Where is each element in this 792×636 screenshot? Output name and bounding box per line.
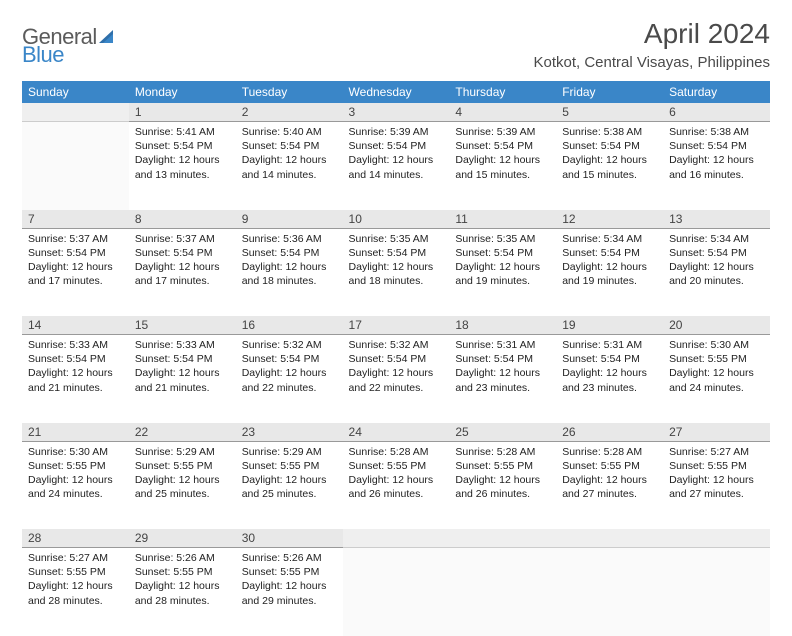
day-number-cell: 19 [556, 316, 663, 335]
day-detail-cell: Sunrise: 5:41 AMSunset: 5:54 PMDaylight:… [129, 122, 236, 210]
header: General April 2024 Kotkot, Central Visay… [22, 18, 770, 71]
day-number-cell [22, 103, 129, 122]
day-number-cell: 16 [236, 316, 343, 335]
day-detail-cell: Sunrise: 5:31 AMSunset: 5:54 PMDaylight:… [449, 335, 556, 423]
day-number-cell: 26 [556, 423, 663, 442]
day-number-cell: 5 [556, 103, 663, 122]
day-detail-row: Sunrise: 5:41 AMSunset: 5:54 PMDaylight:… [22, 122, 770, 210]
day-number-cell: 24 [343, 423, 450, 442]
day-detail-cell: Sunrise: 5:29 AMSunset: 5:55 PMDaylight:… [236, 441, 343, 529]
day-detail-cell: Sunrise: 5:38 AMSunset: 5:54 PMDaylight:… [556, 122, 663, 210]
day-number-cell: 8 [129, 210, 236, 229]
weekday-header: Saturday [663, 81, 770, 103]
day-number-row: 21222324252627 [22, 423, 770, 442]
day-detail-row: Sunrise: 5:33 AMSunset: 5:54 PMDaylight:… [22, 335, 770, 423]
location-subtitle: Kotkot, Central Visayas, Philippines [533, 54, 770, 71]
logo-sail-icon [99, 28, 117, 49]
day-number-cell [343, 529, 450, 548]
day-number-cell: 22 [129, 423, 236, 442]
day-number-cell: 30 [236, 529, 343, 548]
weekday-header: Friday [556, 81, 663, 103]
day-number-cell: 10 [343, 210, 450, 229]
day-number-cell: 25 [449, 423, 556, 442]
day-detail-row: Sunrise: 5:37 AMSunset: 5:54 PMDaylight:… [22, 228, 770, 316]
day-detail-cell [556, 548, 663, 636]
day-number-cell: 7 [22, 210, 129, 229]
day-detail-cell: Sunrise: 5:35 AMSunset: 5:54 PMDaylight:… [449, 228, 556, 316]
weekday-header: Sunday [22, 81, 129, 103]
day-detail-cell: Sunrise: 5:30 AMSunset: 5:55 PMDaylight:… [663, 335, 770, 423]
day-detail-cell: Sunrise: 5:37 AMSunset: 5:54 PMDaylight:… [22, 228, 129, 316]
day-detail-cell: Sunrise: 5:38 AMSunset: 5:54 PMDaylight:… [663, 122, 770, 210]
day-number-cell: 17 [343, 316, 450, 335]
day-number-cell: 3 [343, 103, 450, 122]
day-number-cell: 2 [236, 103, 343, 122]
day-detail-cell: Sunrise: 5:35 AMSunset: 5:54 PMDaylight:… [343, 228, 450, 316]
day-number-cell: 20 [663, 316, 770, 335]
day-number-row: 78910111213 [22, 210, 770, 229]
weekday-header-row: SundayMondayTuesdayWednesdayThursdayFrid… [22, 81, 770, 103]
day-number-cell: 12 [556, 210, 663, 229]
day-detail-cell [663, 548, 770, 636]
day-detail-cell: Sunrise: 5:28 AMSunset: 5:55 PMDaylight:… [449, 441, 556, 529]
day-number-cell: 9 [236, 210, 343, 229]
day-detail-cell [343, 548, 450, 636]
day-number-cell: 23 [236, 423, 343, 442]
day-detail-cell: Sunrise: 5:32 AMSunset: 5:54 PMDaylight:… [343, 335, 450, 423]
day-detail-cell: Sunrise: 5:27 AMSunset: 5:55 PMDaylight:… [22, 548, 129, 636]
day-number-cell: 14 [22, 316, 129, 335]
logo-text-blue-wrap: Blue [22, 42, 64, 68]
day-detail-cell: Sunrise: 5:30 AMSunset: 5:55 PMDaylight:… [22, 441, 129, 529]
day-number-cell: 29 [129, 529, 236, 548]
day-detail-cell: Sunrise: 5:40 AMSunset: 5:54 PMDaylight:… [236, 122, 343, 210]
day-detail-row: Sunrise: 5:30 AMSunset: 5:55 PMDaylight:… [22, 441, 770, 529]
day-number-row: 14151617181920 [22, 316, 770, 335]
day-detail-cell: Sunrise: 5:39 AMSunset: 5:54 PMDaylight:… [449, 122, 556, 210]
day-detail-cell: Sunrise: 5:31 AMSunset: 5:54 PMDaylight:… [556, 335, 663, 423]
day-number-cell [556, 529, 663, 548]
day-number-cell: 11 [449, 210, 556, 229]
day-number-cell [449, 529, 556, 548]
day-number-cell [663, 529, 770, 548]
day-detail-cell: Sunrise: 5:37 AMSunset: 5:54 PMDaylight:… [129, 228, 236, 316]
day-detail-cell: Sunrise: 5:26 AMSunset: 5:55 PMDaylight:… [236, 548, 343, 636]
day-detail-cell [22, 122, 129, 210]
day-detail-cell: Sunrise: 5:36 AMSunset: 5:54 PMDaylight:… [236, 228, 343, 316]
day-number-cell: 1 [129, 103, 236, 122]
day-detail-cell: Sunrise: 5:32 AMSunset: 5:54 PMDaylight:… [236, 335, 343, 423]
title-block: April 2024 Kotkot, Central Visayas, Phil… [533, 18, 770, 71]
day-detail-cell: Sunrise: 5:34 AMSunset: 5:54 PMDaylight:… [556, 228, 663, 316]
day-detail-row: Sunrise: 5:27 AMSunset: 5:55 PMDaylight:… [22, 548, 770, 636]
day-number-row: 123456 [22, 103, 770, 122]
day-number-cell: 28 [22, 529, 129, 548]
day-number-cell: 4 [449, 103, 556, 122]
weekday-header: Wednesday [343, 81, 450, 103]
day-number-cell: 18 [449, 316, 556, 335]
weekday-header: Thursday [449, 81, 556, 103]
day-detail-cell [449, 548, 556, 636]
day-number-cell: 27 [663, 423, 770, 442]
month-title: April 2024 [533, 18, 770, 50]
day-detail-cell: Sunrise: 5:34 AMSunset: 5:54 PMDaylight:… [663, 228, 770, 316]
day-number-row: 282930 [22, 529, 770, 548]
day-detail-cell: Sunrise: 5:28 AMSunset: 5:55 PMDaylight:… [556, 441, 663, 529]
calendar-table: SundayMondayTuesdayWednesdayThursdayFrid… [22, 81, 770, 636]
day-detail-cell: Sunrise: 5:33 AMSunset: 5:54 PMDaylight:… [22, 335, 129, 423]
day-detail-cell: Sunrise: 5:33 AMSunset: 5:54 PMDaylight:… [129, 335, 236, 423]
day-number-cell: 13 [663, 210, 770, 229]
day-detail-cell: Sunrise: 5:29 AMSunset: 5:55 PMDaylight:… [129, 441, 236, 529]
logo-text-blue: Blue [22, 42, 64, 67]
day-detail-cell: Sunrise: 5:26 AMSunset: 5:55 PMDaylight:… [129, 548, 236, 636]
day-number-cell: 6 [663, 103, 770, 122]
day-number-cell: 15 [129, 316, 236, 335]
day-detail-cell: Sunrise: 5:27 AMSunset: 5:55 PMDaylight:… [663, 441, 770, 529]
weekday-header: Tuesday [236, 81, 343, 103]
day-number-cell: 21 [22, 423, 129, 442]
day-detail-cell: Sunrise: 5:28 AMSunset: 5:55 PMDaylight:… [343, 441, 450, 529]
day-detail-cell: Sunrise: 5:39 AMSunset: 5:54 PMDaylight:… [343, 122, 450, 210]
weekday-header: Monday [129, 81, 236, 103]
